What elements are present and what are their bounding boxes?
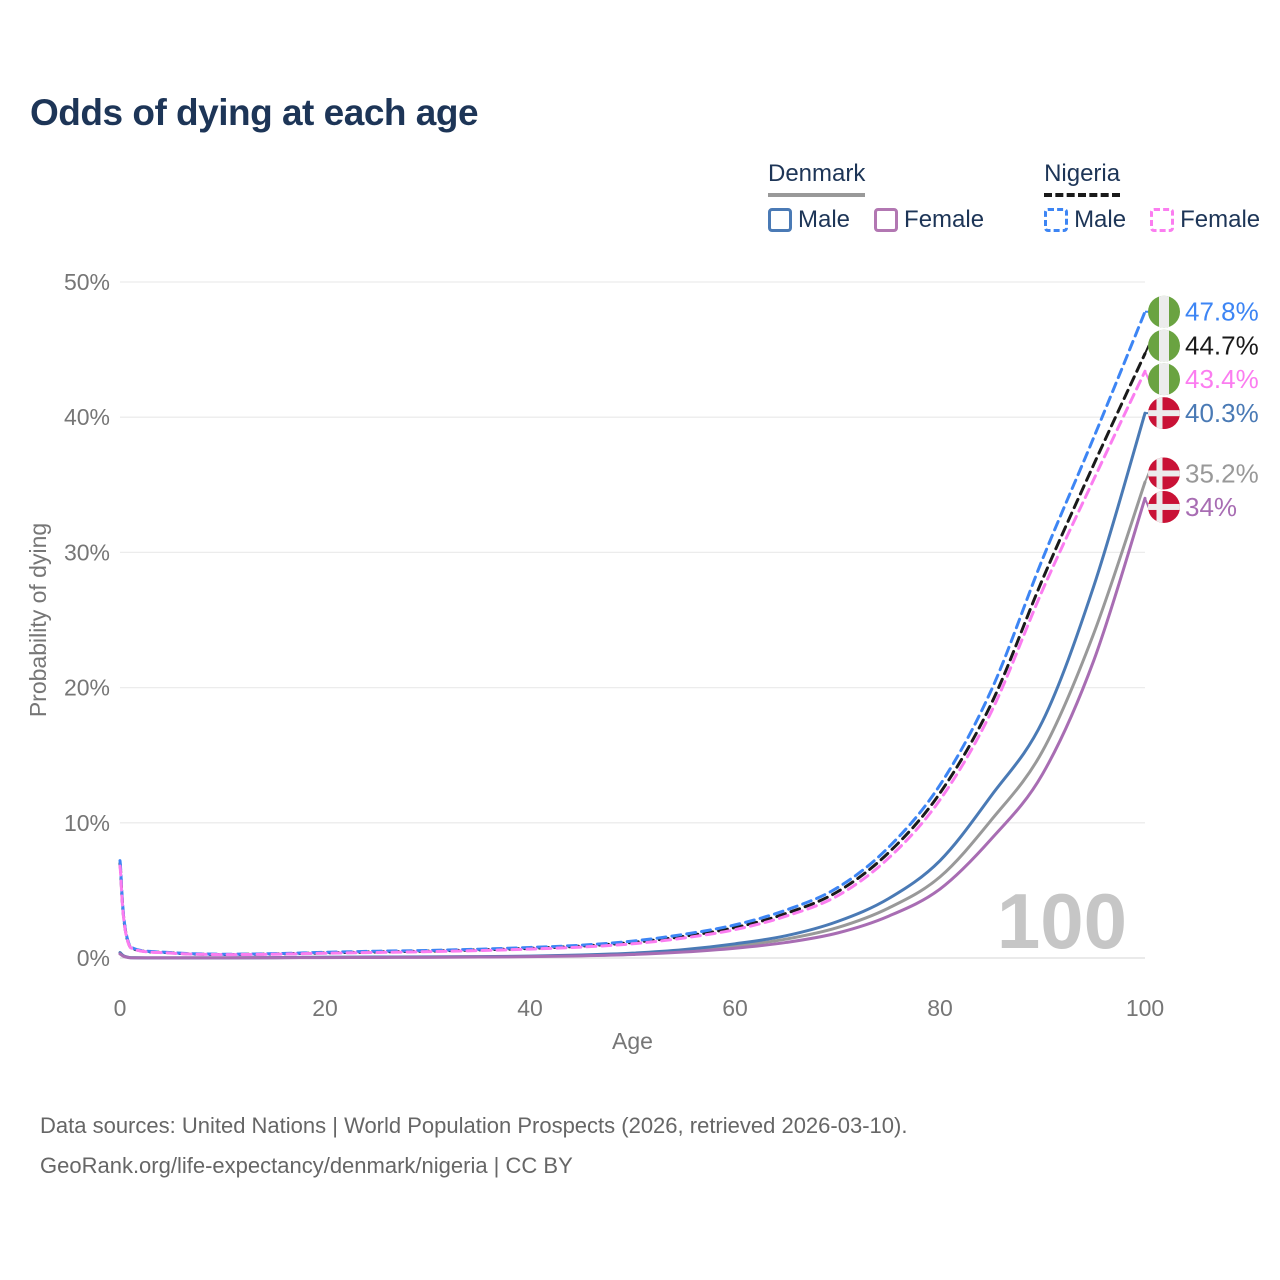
end-value-label-denmark-female: 34% [1185,492,1237,522]
legend-items-denmark: Male Female [768,206,984,234]
page-title: Odds of dying at each age [30,92,479,133]
x-tick-label: 40 [517,995,543,1021]
legend-item-denmark-male[interactable]: Male [768,206,850,234]
chart-footer: Data sources: United Nations | World Pop… [40,1106,907,1186]
legend-item-label: Female [904,206,985,233]
flag-icon-denmark [1148,490,1180,523]
end-value-label-denmark-male: 40.3% [1185,398,1259,428]
data-sources-line: Data sources: United Nations | World Pop… [40,1113,908,1138]
y-tick-label: 10% [64,810,110,836]
end-value-label-nigeria-female: 43.4% [1185,364,1259,394]
chart-legend: Denmark Male Female Nigeria Male Female [768,160,1260,234]
series-line-denmark-avg [118,480,1147,960]
attribution-line: GeoRank.org/life-expectancy/denmark/nige… [40,1153,573,1178]
flag-icon-nigeria [1148,363,1180,396]
legend-country-label-denmark: Denmark [768,160,866,197]
end-value-label-nigeria-male: 47.8% [1185,297,1259,327]
x-tick-label: 80 [927,995,953,1021]
y-tick-label: 30% [64,539,110,565]
nigeria-male-swatch-icon [1044,208,1069,232]
nigeria-female-swatch-icon [1150,208,1175,232]
age-counter-watermark: 100 [997,877,1127,965]
denmark-male-swatch-icon [768,208,792,232]
end-value-label-denmark-avg: 35.2% [1185,458,1259,488]
legend-items-nigeria: Male Female [1044,206,1260,234]
y-tick-label: 50% [64,269,110,295]
y-axis-title: Probability of dying [25,523,51,717]
y-tick-label: 0% [77,945,110,971]
legend-group-nigeria: Nigeria Male Female [1044,160,1260,234]
x-tick-label: 100 [1126,995,1164,1021]
x-tick-label: 0 [114,995,127,1021]
x-tick-label: 20 [312,995,338,1021]
legend-country-label-nigeria: Nigeria [1044,160,1121,197]
series-line-denmark-female [118,496,1147,960]
flag-icon-denmark [1148,457,1180,490]
legend-group-denmark: Denmark Male Female [768,160,984,234]
y-tick-label: 20% [64,675,110,701]
legend-item-label: Male [798,206,851,233]
x-axis-title: Age [612,1028,653,1054]
series-line-nigeria-female [118,369,1147,957]
end-value-label-nigeria-avg: 44.7% [1185,331,1259,361]
legend-item-nigeria-male[interactable]: Male [1044,206,1126,234]
legend-item-label: Male [1074,206,1127,233]
series-line-nigeria-avg [118,352,1147,956]
legend-item-nigeria-female[interactable]: Female [1150,206,1260,234]
x-tick-label: 60 [722,995,748,1021]
series-line-denmark-male [118,411,1147,960]
flag-icon-nigeria [1148,295,1180,328]
flag-icon-denmark [1148,397,1180,430]
legend-item-denmark-female[interactable]: Female [874,206,984,234]
y-tick-label: 40% [64,404,110,430]
legend-item-label: Female [1180,206,1261,233]
flag-icon-nigeria [1148,329,1180,362]
series-line-nigeria-male [118,310,1147,956]
denmark-female-swatch-icon [874,208,899,232]
